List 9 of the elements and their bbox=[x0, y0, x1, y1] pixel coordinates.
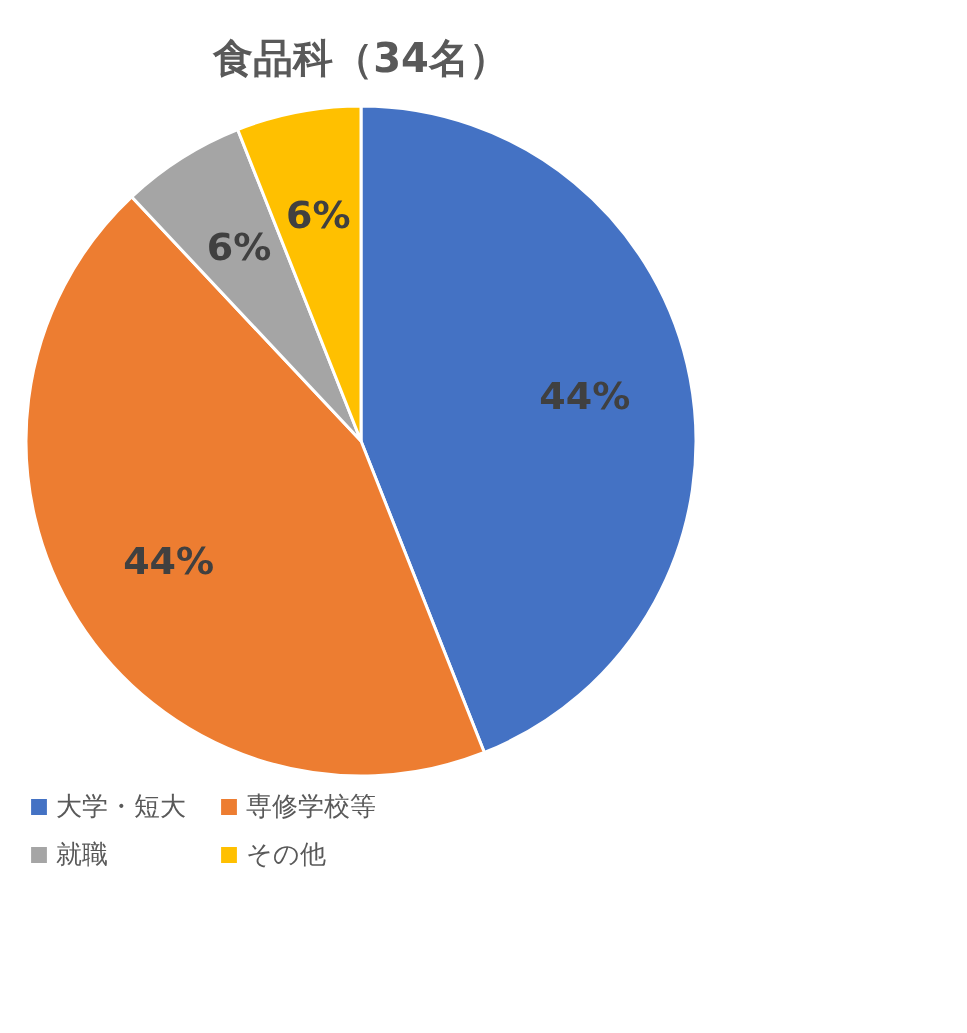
chart-title: 食品科（34名） bbox=[212, 35, 509, 81]
legend-label: 大学・短大 bbox=[56, 791, 186, 821]
legend-label: その他 bbox=[246, 839, 326, 869]
data-label: 44% bbox=[539, 374, 631, 419]
data-label: 44% bbox=[123, 539, 215, 584]
data-label: 6% bbox=[206, 224, 272, 269]
legend-label: 就職 bbox=[56, 839, 108, 869]
legend-label: 専修学校等 bbox=[246, 791, 376, 821]
data-label: 6% bbox=[286, 193, 351, 238]
